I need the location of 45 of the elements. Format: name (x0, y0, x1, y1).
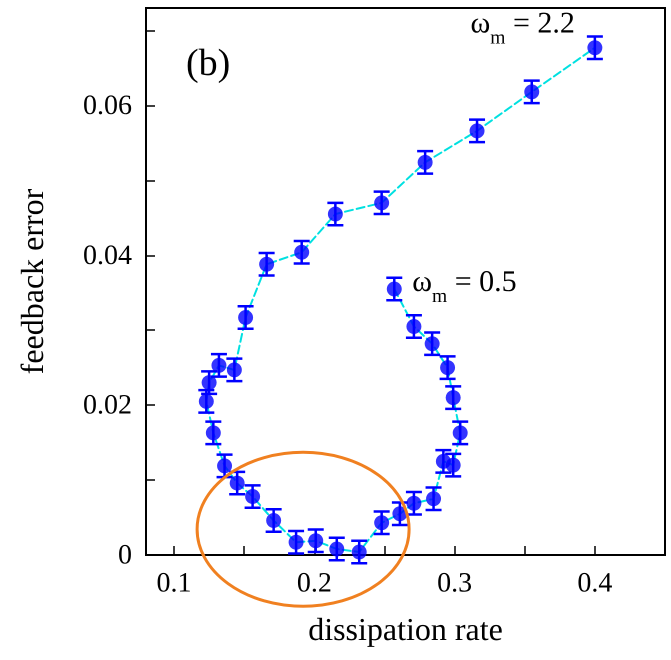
point (374, 515, 390, 530)
x-tick-label: 0.4 (577, 568, 612, 598)
point (266, 513, 282, 528)
point (206, 425, 221, 440)
point (524, 84, 540, 100)
point (446, 390, 461, 406)
y-axis-title: feedback error (14, 188, 50, 374)
point (386, 281, 402, 296)
point (352, 544, 367, 560)
y-tick-label: 0.02 (83, 390, 132, 421)
point (288, 534, 304, 550)
point (406, 318, 422, 334)
annotation: ω$_{m}$ = 2.2 (470, 6, 575, 48)
point (406, 496, 422, 511)
point (245, 489, 260, 504)
y-tick-label: 0.04 (83, 240, 132, 271)
point (226, 362, 242, 378)
annotation: (b) (186, 42, 230, 84)
annotation: ω$_{m}$ = 0.5 (412, 264, 517, 306)
point (230, 476, 245, 491)
point (211, 358, 226, 373)
x-tick-label: 0.2 (296, 568, 332, 598)
point (329, 542, 344, 556)
point (418, 154, 433, 170)
point (238, 310, 254, 325)
x-tick-label: 0.3 (437, 568, 472, 598)
x-tick-label: 0.1 (156, 568, 192, 598)
point (452, 425, 468, 440)
point (202, 375, 217, 390)
point (440, 360, 456, 376)
point (470, 123, 485, 138)
point (424, 336, 440, 352)
point (259, 256, 274, 272)
y-tick-label: 0 (118, 540, 132, 570)
point (374, 195, 390, 210)
point (426, 491, 442, 506)
point (328, 206, 343, 222)
point (217, 458, 232, 474)
point (294, 244, 310, 260)
y-tick-label: 0.06 (83, 90, 132, 121)
point (198, 394, 214, 409)
point (308, 533, 324, 548)
point (587, 40, 602, 56)
point (436, 454, 451, 469)
x-axis-title: dissipation rate (308, 611, 503, 647)
